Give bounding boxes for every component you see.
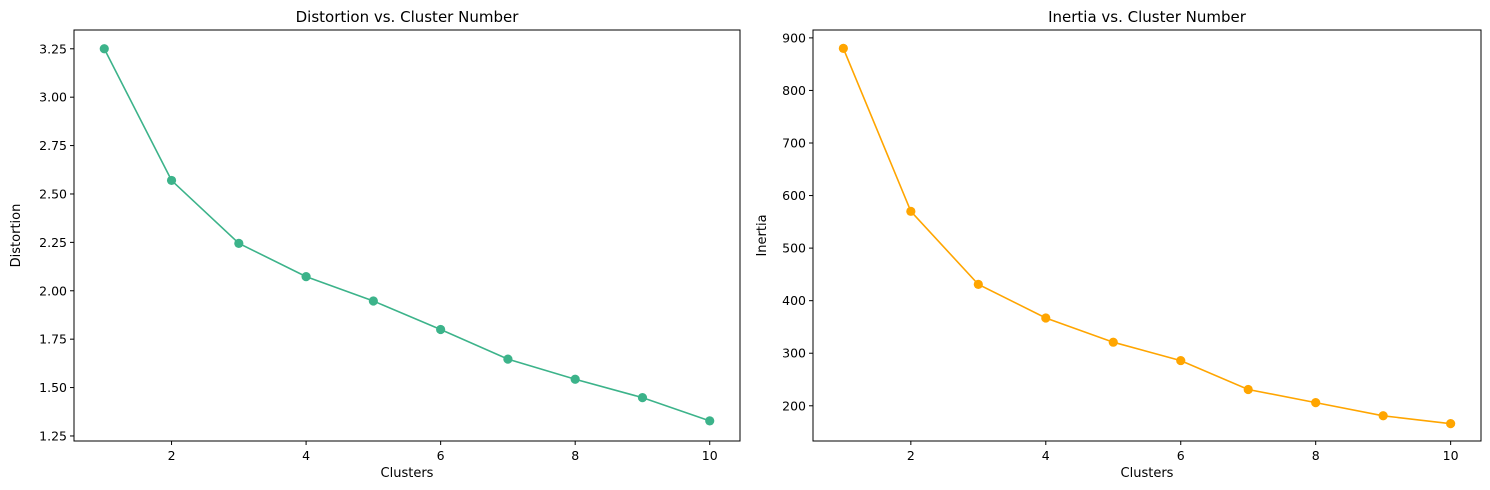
data-point: [368, 296, 378, 306]
data-point: [503, 354, 513, 364]
y-tick-label: 2.00: [39, 283, 67, 298]
data-point: [1041, 313, 1051, 323]
data-point: [99, 44, 109, 54]
x-tick-label: 2: [907, 448, 915, 463]
y-axis-label: Distortion: [9, 204, 24, 268]
x-tick-label: 10: [702, 448, 718, 463]
data-point: [906, 206, 916, 216]
y-tick-label: 2.75: [39, 138, 67, 153]
y-tick-label: 900: [782, 30, 806, 45]
data-point: [1108, 337, 1118, 347]
chart-title: Distortion vs. Cluster Number: [296, 8, 520, 26]
data-point: [1176, 355, 1186, 366]
plot-frame: [812, 29, 1482, 442]
y-tick-label: 1.25: [39, 428, 67, 443]
y-tick-label: 400: [782, 293, 806, 308]
y-tick-label: 3.25: [39, 41, 67, 56]
y-tick-label: 2.50: [39, 186, 67, 201]
series-line: [103, 48, 710, 422]
x-tick-label: 4: [1042, 448, 1050, 463]
x-axis-label: Clusters: [1121, 466, 1174, 481]
chart-title: Inertia vs. Cluster Number: [1048, 8, 1247, 26]
y-tick-label: 1.50: [39, 380, 67, 395]
data-point: [705, 416, 715, 426]
x-tick-label: 6: [437, 448, 445, 463]
data-point: [637, 393, 648, 403]
y-tick-label: 3.00: [39, 90, 67, 105]
y-tick-label: 2.25: [39, 235, 67, 250]
x-axis-label: Clusters: [381, 466, 434, 481]
x-tick-label: 10: [1443, 448, 1459, 463]
y-tick-label: 600: [782, 188, 806, 203]
data-point: [166, 175, 177, 186]
chart-1: Distortion vs. Cluster Number 2 4 6 8 10 1.25 1…: [9, 8, 741, 481]
data-point: [570, 374, 580, 384]
plot-frame: [73, 29, 741, 442]
x-tick-label: 8: [571, 448, 579, 463]
y-tick-label: 700: [782, 135, 806, 150]
data-point: [1243, 384, 1253, 395]
data-point: [838, 43, 848, 53]
y-tick-label: 500: [782, 241, 806, 256]
data-point: [301, 272, 311, 282]
data-point: [234, 238, 244, 248]
data-point: [1311, 398, 1321, 408]
x-tick-label: 4: [302, 448, 310, 463]
data-point: [1378, 411, 1388, 421]
data-point: [1446, 419, 1456, 429]
y-tick-label: 800: [782, 83, 806, 98]
y-axis-label: Inertia: [755, 214, 770, 256]
x-tick-label: 8: [1312, 448, 1320, 463]
y-tick-label: 1.75: [39, 332, 67, 347]
y-tick-label: 200: [782, 398, 806, 413]
x-tick-label: 6: [1177, 448, 1185, 463]
y-tick-label: 300: [782, 346, 806, 361]
data-point: [973, 279, 983, 289]
x-tick-label: 2: [168, 448, 176, 463]
chart-2: Inertia vs. Cluster Number 2 4 6 8 10 200 300 40…: [755, 8, 1482, 481]
data-point: [436, 324, 446, 335]
series-line: [842, 48, 1451, 425]
